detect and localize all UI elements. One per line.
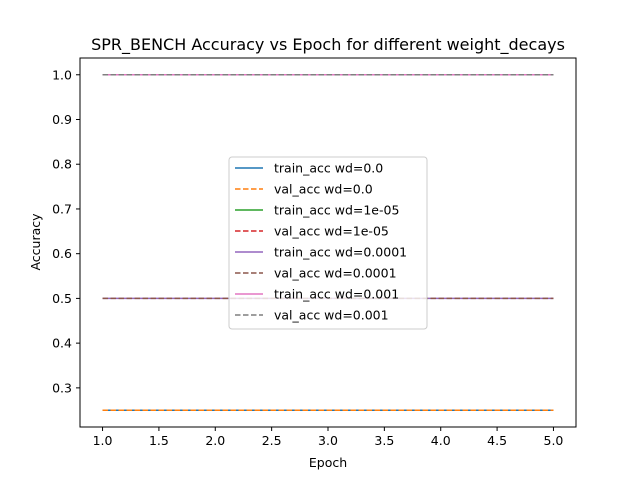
- legend-label: val_acc wd=0.0001: [274, 266, 397, 281]
- plot-area: [102, 74, 554, 411]
- x-axis: 1.0 1.5 2.0 2.5 3.0 3.5 4.0 4.5 5.0: [93, 427, 564, 448]
- y-tick-label: 0.8: [52, 157, 72, 172]
- y-tick-label: 0.7: [52, 201, 72, 216]
- y-axis: 0.3 0.4 0.5 0.6 0.7 0.8 0.9 1.0: [52, 67, 80, 395]
- x-tick-label: 1.5: [149, 433, 169, 448]
- x-tick-label: 4.0: [431, 433, 451, 448]
- y-axis-label: Accuracy: [28, 213, 43, 271]
- y-tick-label: 1.0: [52, 67, 72, 82]
- x-axis-label: Epoch: [309, 455, 347, 470]
- x-tick-label: 2.5: [262, 433, 282, 448]
- legend-label: train_acc wd=0.001: [274, 287, 399, 302]
- y-tick-label: 0.3: [52, 380, 72, 395]
- y-tick-label: 0.5: [52, 291, 72, 306]
- legend-label: val_acc wd=0.001: [274, 308, 389, 323]
- legend-label: train_acc wd=0.0: [274, 161, 383, 176]
- legend-label: val_acc wd=0.0: [274, 182, 373, 197]
- chart-title: SPR_BENCH Accuracy vs Epoch for differen…: [91, 35, 565, 55]
- x-tick-label: 4.5: [487, 433, 507, 448]
- y-tick-label: 0.6: [52, 246, 72, 261]
- x-tick-label: 1.0: [93, 433, 113, 448]
- legend-label: train_acc wd=1e-05: [274, 203, 399, 218]
- x-tick-label: 5.0: [544, 433, 564, 448]
- legend-label: val_acc wd=1e-05: [274, 224, 389, 239]
- x-tick-label: 3.5: [374, 433, 394, 448]
- x-tick-label: 3.0: [318, 433, 338, 448]
- legend-label: train_acc wd=0.0001: [274, 245, 407, 260]
- legend-box: [228, 156, 428, 330]
- legend: train_acc wd=0.0 val_acc wd=0.0 train_acc …: [228, 156, 428, 330]
- y-tick-label: 0.9: [52, 112, 72, 127]
- y-tick-label: 0.4: [52, 336, 72, 351]
- x-tick-label: 2.0: [205, 433, 225, 448]
